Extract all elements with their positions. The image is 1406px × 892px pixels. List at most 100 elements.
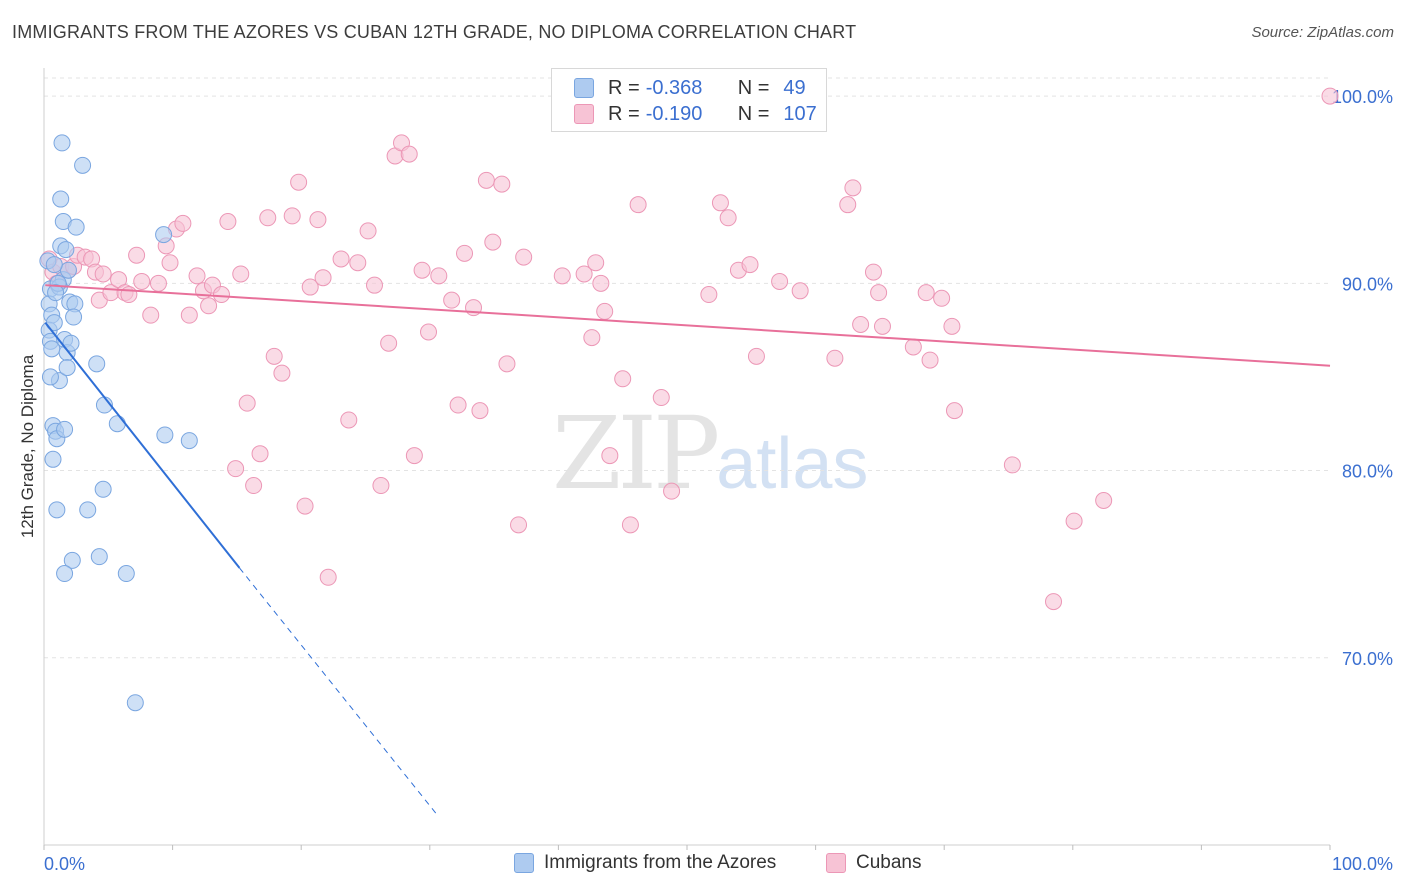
cuban-point	[553, 267, 571, 285]
cuban-point	[219, 213, 237, 231]
cuban-point	[332, 250, 350, 268]
series-legend: Immigrants from the Azores Cubans	[0, 852, 1406, 878]
legend-swatch-blue	[514, 853, 534, 873]
cuban-point	[791, 282, 809, 300]
cuban-point	[309, 211, 327, 229]
cuban-point	[844, 179, 862, 197]
azores-point	[52, 190, 70, 208]
cuban-point	[583, 329, 601, 347]
cuban-point	[188, 267, 206, 285]
cuban-point	[273, 364, 291, 382]
cuban-point	[621, 516, 639, 534]
cuban-point	[296, 497, 314, 515]
cuban-point	[449, 396, 467, 414]
legend-item-azores[interactable]: Immigrants from the Azores	[514, 852, 776, 874]
cuban-point	[873, 317, 891, 335]
y-tick-label: 80.0%	[1342, 462, 1393, 482]
cuban-point	[149, 274, 167, 292]
legend-item-cubans[interactable]: Cubans	[826, 852, 922, 874]
cuban-point	[1003, 456, 1021, 474]
cuban-point	[290, 173, 308, 191]
cuban-point	[200, 297, 218, 315]
legend-row-azores: R = -0.368 N = 49	[574, 76, 806, 100]
azores-point	[79, 501, 97, 519]
cuban-point	[128, 246, 146, 264]
cuban-point	[456, 244, 474, 262]
cuban-point	[515, 248, 533, 266]
legend-label-azores: Immigrants from the Azores	[544, 852, 777, 873]
y-tick-label: 70.0%	[1342, 649, 1393, 669]
cuban-point	[413, 261, 431, 279]
cuban-point	[870, 284, 888, 302]
cuban-point	[484, 233, 502, 251]
azores-point	[56, 420, 74, 438]
cuban-point	[142, 306, 160, 324]
source-label: Source: ZipAtlas.com	[1251, 24, 1394, 41]
azores-trend-line	[44, 322, 241, 569]
azores-point	[57, 241, 75, 259]
cuban-point	[366, 276, 384, 294]
cuban-point	[700, 286, 718, 304]
cuban-point	[826, 349, 844, 367]
cuban-point	[232, 265, 250, 283]
cuban-point	[340, 411, 358, 429]
azores-point	[44, 450, 62, 468]
stats-legend: R = -0.368 N = 49 R = -0.190 N = 107	[551, 68, 827, 132]
cuban-point	[420, 323, 438, 341]
legend-r-value: -0.368	[645, 76, 703, 99]
azores-point	[90, 548, 108, 566]
azores-point	[63, 551, 81, 569]
cuban-point	[771, 272, 789, 290]
cuban-point	[245, 477, 263, 495]
cuban-trend-line	[45, 284, 1331, 367]
cuban-point	[405, 447, 423, 465]
cuban-point	[259, 209, 277, 227]
cuban-point	[400, 145, 418, 163]
legend-n-value: 107	[783, 102, 817, 125]
legend-n-label: N =	[737, 76, 770, 99]
cuban-point	[443, 291, 461, 309]
cuban-point	[430, 267, 448, 285]
cuban-point	[372, 477, 390, 495]
azores-point	[41, 368, 59, 386]
azores-point	[45, 256, 63, 274]
azores-point	[88, 355, 106, 373]
azores-point	[67, 218, 85, 236]
azores-point	[56, 565, 74, 583]
cuban-point	[864, 263, 882, 281]
azores-point	[74, 156, 92, 174]
watermark-atlas: atlas	[716, 424, 869, 504]
legend-n-value: 49	[783, 76, 806, 99]
cuban-point	[852, 316, 870, 334]
cuban-point	[498, 355, 516, 373]
cuban-point	[1045, 593, 1063, 611]
cuban-point	[212, 286, 230, 304]
legend-r-label: R =	[608, 76, 640, 99]
cuban-point	[493, 175, 511, 193]
cuban-point	[94, 265, 112, 283]
cuban-point	[747, 347, 765, 365]
azores-trend-extension	[239, 567, 440, 818]
cuban-point	[359, 222, 377, 240]
cuban-point	[614, 370, 632, 388]
azores-point	[117, 565, 135, 583]
cuban-point	[921, 351, 939, 369]
legend-r-label: R =	[608, 102, 640, 125]
cuban-point	[587, 254, 605, 272]
x-tick-label: 100.0%	[1332, 854, 1393, 874]
cuban-point	[477, 171, 495, 189]
cuban-point	[251, 445, 269, 463]
azores-point	[94, 480, 112, 498]
azores-point	[65, 308, 83, 326]
cuban-point	[592, 274, 610, 292]
legend-swatch-pink	[574, 104, 594, 124]
azores-point	[155, 226, 173, 244]
cuban-point	[601, 447, 619, 465]
cuban-point	[180, 306, 198, 324]
cuban-point	[663, 482, 681, 500]
cuban-point	[943, 317, 961, 335]
cuban-point	[575, 265, 593, 283]
cuban-point	[945, 402, 963, 420]
watermark: ZIPatlas	[552, 395, 868, 512]
